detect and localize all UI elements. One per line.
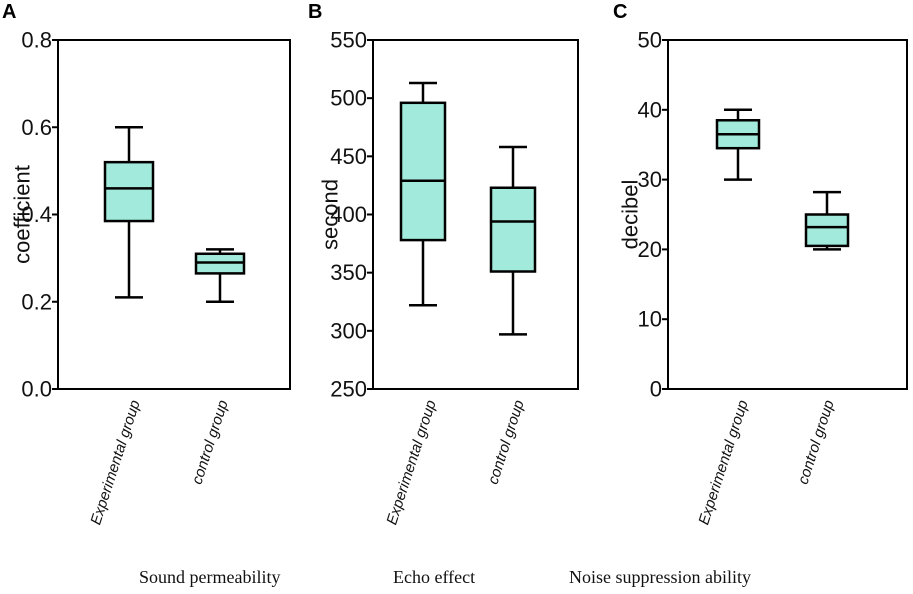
y-tick-label: 0.4 bbox=[21, 202, 52, 227]
y-tick-label: 10 bbox=[638, 307, 662, 332]
y-axis-label: second bbox=[318, 179, 343, 250]
y-tick-label: 20 bbox=[638, 237, 662, 262]
y-tick-label: 0.6 bbox=[21, 115, 52, 140]
y-tick-label: 40 bbox=[638, 97, 662, 122]
y-tick-label: 350 bbox=[330, 260, 367, 285]
category-label: Experimental group bbox=[695, 398, 751, 527]
y-tick-label: 0 bbox=[650, 377, 662, 402]
y-tick-label: 0.2 bbox=[21, 289, 52, 314]
caption-sound-permeability: Sound permeability bbox=[139, 567, 281, 587]
box-iqr bbox=[103, 160, 155, 223]
y-tick-label: 450 bbox=[330, 144, 367, 169]
y-tick-label: 250 bbox=[330, 377, 367, 402]
box-iqr bbox=[489, 186, 537, 273]
panel-letter: C bbox=[613, 1, 627, 23]
y-axis-label: decibel bbox=[618, 180, 643, 250]
y-axis-label: coefficient bbox=[10, 165, 35, 264]
caption-noise-suppression: Noise suppression ability bbox=[569, 567, 751, 587]
y-tick-label: 500 bbox=[330, 86, 367, 111]
panel-letter: A bbox=[2, 1, 16, 23]
plot-frame bbox=[57, 39, 291, 390]
y-tick-label: 30 bbox=[638, 167, 662, 192]
category-label: Experimental group bbox=[87, 398, 143, 527]
category-label: control group bbox=[795, 398, 838, 487]
y-tick-label: 550 bbox=[330, 28, 367, 53]
y-tick-label: 0.0 bbox=[21, 377, 52, 402]
category-label: control group bbox=[189, 398, 232, 487]
plot-frame bbox=[667, 39, 908, 390]
category-label: Experimental group bbox=[383, 398, 439, 527]
y-tick-label: 50 bbox=[638, 28, 662, 53]
y-tick-label: 400 bbox=[330, 202, 367, 227]
y-tick-label: 0.8 bbox=[21, 28, 52, 53]
box-iqr bbox=[399, 101, 447, 242]
panel-letter: B bbox=[308, 1, 322, 23]
category-label: control group bbox=[485, 398, 528, 487]
y-tick-label: 300 bbox=[330, 318, 367, 343]
caption-echo-effect: Echo effect bbox=[393, 567, 476, 587]
box-iqr bbox=[804, 213, 850, 248]
